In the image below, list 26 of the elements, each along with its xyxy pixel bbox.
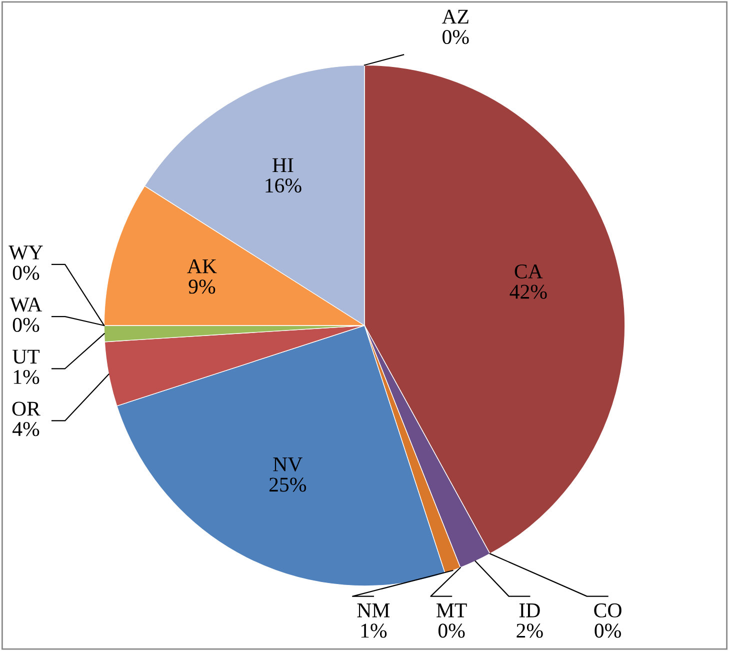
data-label: 42% xyxy=(510,284,547,299)
slice-label: HI xyxy=(272,158,294,172)
data-label: 2% xyxy=(516,624,543,638)
category-label: WA xyxy=(10,298,42,312)
category-label: WY xyxy=(8,246,43,260)
slice-label: UT xyxy=(12,350,40,364)
slice-label: CA xyxy=(514,264,543,278)
category-label: AZ xyxy=(442,10,468,24)
slice-label: NV xyxy=(273,458,302,472)
data-label: 4% xyxy=(12,422,40,436)
slice-label: NM xyxy=(357,604,390,618)
category-label: CO xyxy=(594,603,622,618)
data-label: 1% xyxy=(14,370,40,384)
legend-label: MT xyxy=(436,604,467,618)
data-label: 9% xyxy=(188,280,216,294)
text: 0% xyxy=(12,318,40,332)
slice-label: ID xyxy=(519,604,540,618)
data-label: 25% xyxy=(269,478,306,492)
text: 0% xyxy=(594,624,621,638)
data-label: 16% xyxy=(266,178,302,193)
text: 0% xyxy=(442,30,469,44)
text: 0% xyxy=(12,266,40,280)
text: 0% xyxy=(438,624,465,638)
slice-label: OR xyxy=(12,402,40,416)
slice-label: AK xyxy=(187,259,217,274)
data-label: 1% xyxy=(361,624,387,638)
